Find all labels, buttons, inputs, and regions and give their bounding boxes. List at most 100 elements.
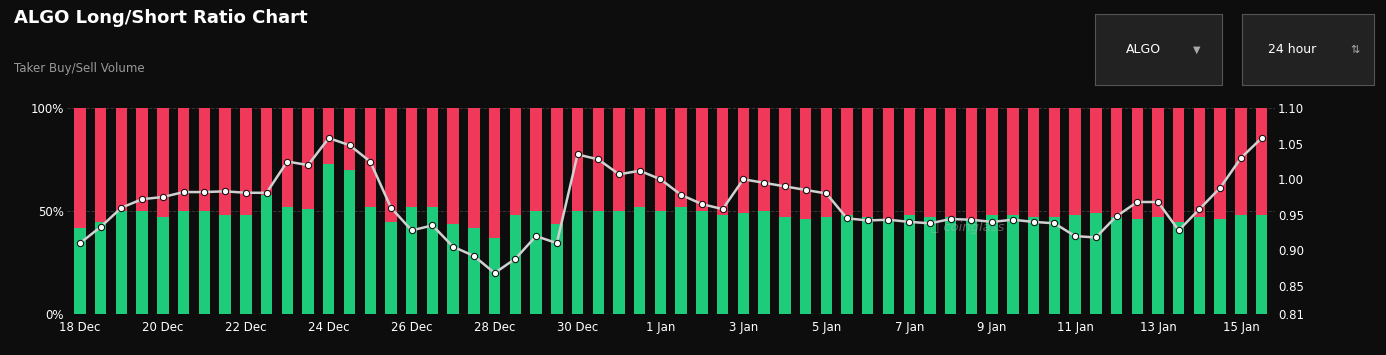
- Bar: [323, 108, 334, 164]
- Bar: [510, 108, 521, 215]
- Bar: [779, 108, 790, 217]
- Point: [690, 201, 712, 207]
- Point: [421, 223, 444, 228]
- Point: [940, 216, 962, 222]
- Bar: [136, 211, 148, 314]
- Bar: [365, 207, 376, 314]
- Bar: [261, 195, 272, 314]
- Bar: [240, 215, 251, 314]
- Point: [1044, 220, 1066, 226]
- Bar: [489, 108, 500, 238]
- Point: [836, 215, 858, 221]
- Bar: [302, 209, 313, 314]
- Point: [1085, 235, 1107, 240]
- Bar: [1091, 213, 1102, 314]
- Bar: [758, 211, 769, 314]
- Point: [898, 219, 920, 225]
- Bar: [883, 219, 894, 314]
- Point: [711, 206, 733, 212]
- Point: [753, 180, 775, 186]
- Point: [401, 228, 423, 233]
- Point: [484, 270, 506, 276]
- Point: [732, 176, 754, 182]
- Point: [276, 159, 298, 164]
- Bar: [1173, 222, 1185, 314]
- Bar: [654, 108, 667, 211]
- Bar: [800, 219, 811, 314]
- Point: [794, 187, 816, 193]
- Bar: [219, 108, 231, 215]
- Bar: [737, 108, 748, 213]
- Point: [234, 190, 256, 196]
- Bar: [427, 108, 438, 207]
- Bar: [987, 215, 998, 314]
- Bar: [116, 108, 128, 211]
- Bar: [1214, 108, 1225, 219]
- Point: [1127, 199, 1149, 205]
- Point: [317, 135, 340, 141]
- Bar: [1152, 108, 1164, 217]
- Point: [442, 244, 464, 250]
- Point: [1002, 217, 1024, 223]
- Point: [234, 190, 256, 196]
- Bar: [1049, 217, 1060, 314]
- Text: Taker Buy/Sell Volume: Taker Buy/Sell Volume: [14, 62, 144, 75]
- Point: [877, 217, 900, 223]
- Bar: [924, 217, 936, 314]
- Point: [608, 171, 631, 177]
- Bar: [448, 224, 459, 314]
- Point: [1064, 233, 1087, 239]
- Point: [505, 256, 527, 262]
- Point: [960, 217, 983, 223]
- Point: [1167, 228, 1189, 233]
- Bar: [675, 207, 687, 314]
- Point: [255, 190, 277, 196]
- Point: [297, 162, 319, 168]
- Point: [1106, 213, 1128, 219]
- Bar: [572, 108, 584, 211]
- Bar: [654, 211, 667, 314]
- Bar: [717, 108, 729, 215]
- Bar: [75, 108, 86, 228]
- Point: [173, 189, 195, 195]
- Point: [69, 240, 91, 246]
- Bar: [593, 211, 604, 314]
- Point: [669, 192, 692, 198]
- Point: [794, 187, 816, 193]
- Bar: [344, 170, 355, 314]
- Point: [629, 168, 651, 174]
- Point: [940, 216, 962, 222]
- Bar: [883, 108, 894, 219]
- Bar: [1131, 219, 1143, 314]
- Bar: [96, 108, 107, 222]
- Point: [608, 171, 631, 177]
- Point: [193, 189, 215, 195]
- Point: [588, 157, 610, 162]
- Bar: [966, 219, 977, 314]
- Point: [152, 194, 175, 200]
- Point: [132, 196, 154, 202]
- Bar: [572, 211, 584, 314]
- Point: [1188, 206, 1210, 212]
- Point: [152, 194, 175, 200]
- Bar: [281, 207, 292, 314]
- Bar: [966, 108, 977, 219]
- Bar: [1028, 108, 1040, 217]
- Point: [463, 253, 485, 259]
- Bar: [510, 215, 521, 314]
- Point: [359, 159, 381, 164]
- Point: [773, 184, 796, 189]
- Bar: [945, 108, 956, 217]
- Point: [898, 219, 920, 225]
- Bar: [1008, 215, 1019, 314]
- Bar: [1152, 217, 1164, 314]
- Point: [981, 219, 1003, 225]
- Bar: [489, 238, 500, 314]
- Bar: [281, 108, 292, 207]
- Bar: [800, 108, 811, 219]
- Bar: [385, 222, 396, 314]
- Point: [276, 159, 298, 164]
- Text: ▼: ▼: [1193, 45, 1200, 55]
- Point: [525, 233, 547, 239]
- Bar: [593, 108, 604, 211]
